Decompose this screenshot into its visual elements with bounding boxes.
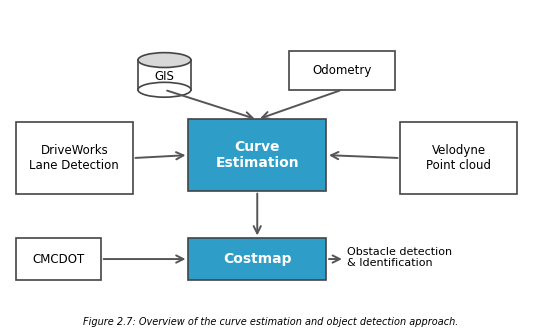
FancyBboxPatch shape xyxy=(16,122,133,194)
FancyBboxPatch shape xyxy=(188,238,326,280)
Text: Costmap: Costmap xyxy=(223,252,292,266)
Text: Odometry: Odometry xyxy=(312,64,372,77)
Text: Obstacle detection
& Identification: Obstacle detection & Identification xyxy=(347,247,452,268)
FancyBboxPatch shape xyxy=(289,51,395,90)
Text: Curve
Estimation: Curve Estimation xyxy=(215,140,299,170)
FancyBboxPatch shape xyxy=(400,122,517,194)
Text: Figure 2.7: Overview of the curve estimation and object detection approach.: Figure 2.7: Overview of the curve estima… xyxy=(83,317,458,327)
Ellipse shape xyxy=(138,82,191,97)
Polygon shape xyxy=(138,60,191,90)
Text: Velodyne
Point cloud: Velodyne Point cloud xyxy=(426,144,491,172)
FancyBboxPatch shape xyxy=(16,238,101,280)
Text: DriveWorks
Lane Detection: DriveWorks Lane Detection xyxy=(29,144,119,172)
Text: GIS: GIS xyxy=(155,70,174,83)
Text: CMCDOT: CMCDOT xyxy=(32,252,84,266)
FancyBboxPatch shape xyxy=(188,119,326,191)
Ellipse shape xyxy=(138,52,191,68)
